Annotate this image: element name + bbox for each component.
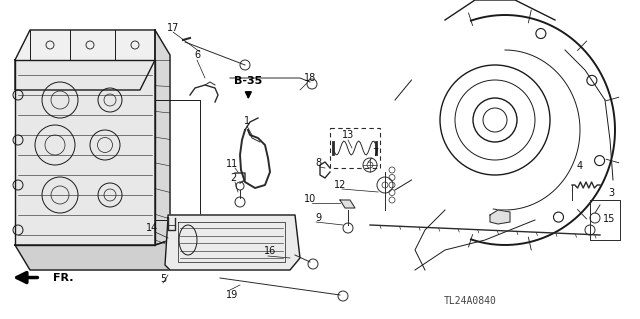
- Polygon shape: [165, 215, 300, 270]
- Polygon shape: [490, 210, 510, 224]
- Polygon shape: [15, 30, 155, 90]
- Text: B-35: B-35: [234, 76, 262, 86]
- Text: 8: 8: [315, 158, 321, 168]
- Text: 1: 1: [244, 116, 250, 126]
- Text: 6: 6: [194, 50, 200, 60]
- Text: 17: 17: [167, 23, 179, 33]
- Text: 5: 5: [160, 274, 166, 284]
- Text: 16: 16: [264, 246, 276, 256]
- Bar: [330, 128, 380, 168]
- Text: 15: 15: [603, 214, 615, 224]
- Text: 3: 3: [608, 188, 614, 198]
- Text: 13: 13: [342, 130, 354, 140]
- Text: 19: 19: [226, 290, 238, 300]
- Text: 9: 9: [315, 213, 321, 223]
- Text: 2: 2: [230, 173, 236, 183]
- Text: 12: 12: [334, 180, 346, 190]
- Text: TL24A0840: TL24A0840: [444, 296, 497, 307]
- Text: 4: 4: [577, 161, 583, 171]
- Polygon shape: [340, 200, 355, 208]
- Text: FR.: FR.: [53, 272, 74, 283]
- Polygon shape: [15, 60, 155, 245]
- Text: 11: 11: [226, 159, 238, 169]
- Polygon shape: [15, 240, 170, 270]
- Text: 10: 10: [304, 194, 316, 204]
- Text: 7: 7: [372, 148, 378, 158]
- Text: 18: 18: [304, 73, 316, 83]
- Polygon shape: [155, 30, 170, 245]
- Text: 14: 14: [146, 223, 158, 233]
